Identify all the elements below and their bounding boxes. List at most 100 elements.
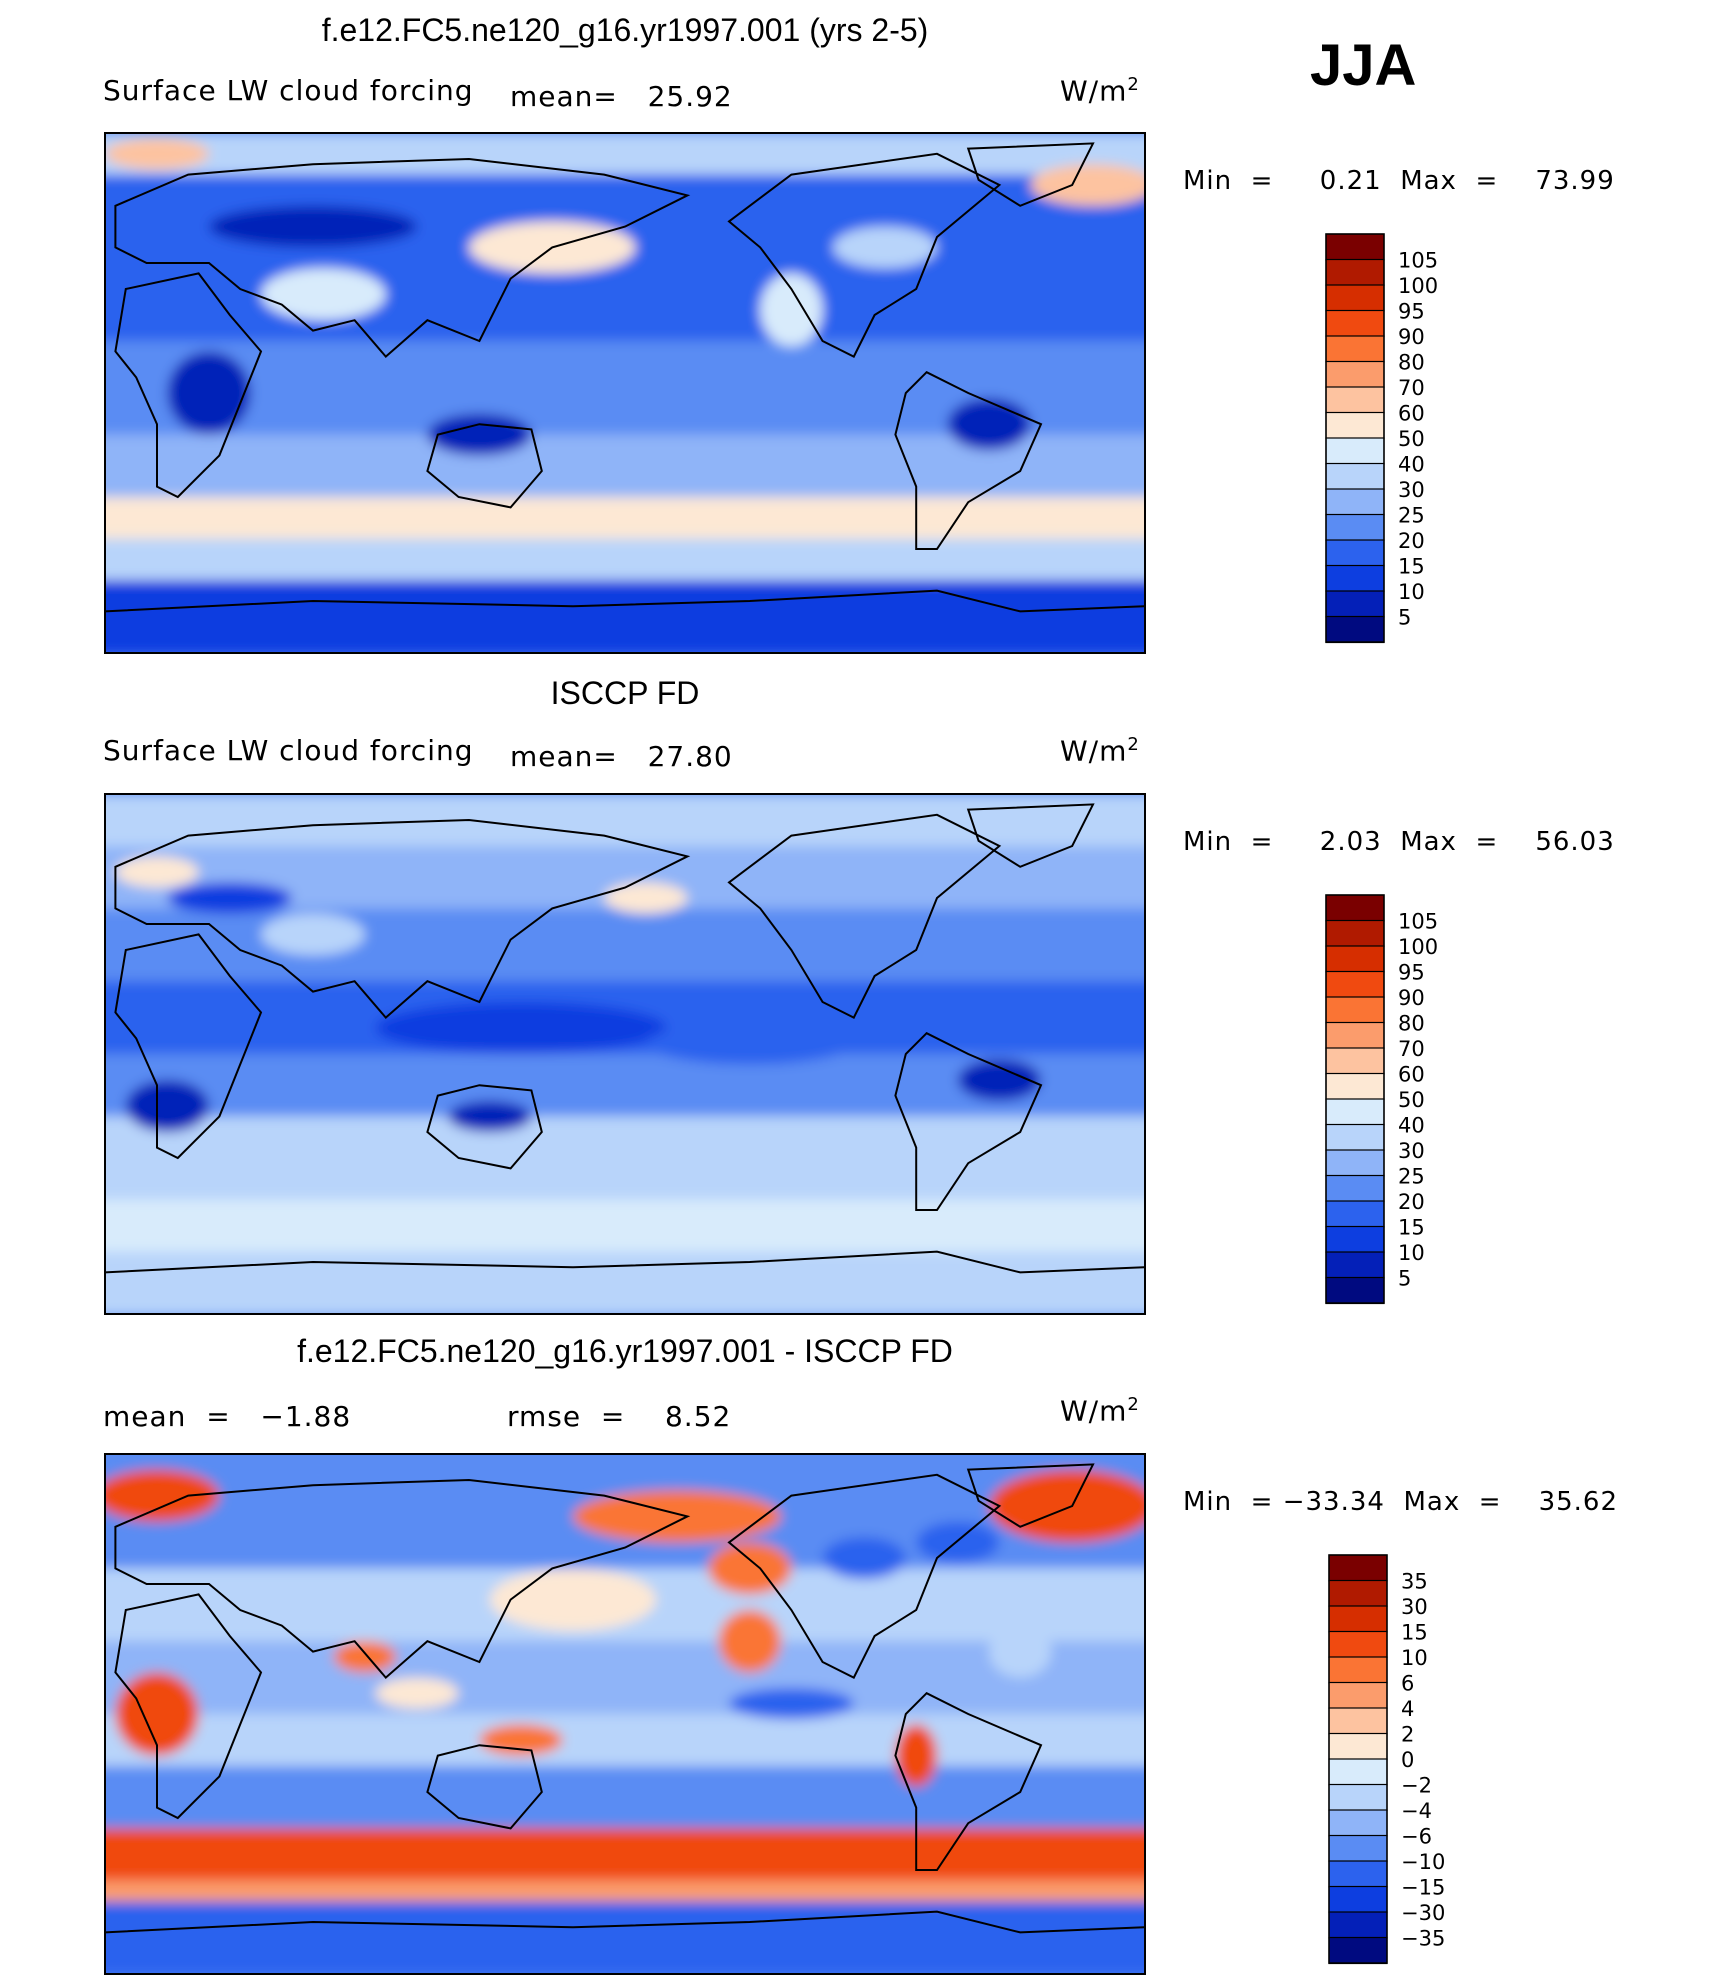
coastline-antarctica <box>105 589 1145 653</box>
colorbar-tick-label: 30 <box>1401 1595 1428 1619</box>
colorbar-tick-label: 100 <box>1398 274 1438 298</box>
colorbar-tick-label: 2 <box>1401 1723 1414 1747</box>
coastline-greenland <box>966 142 1095 207</box>
colorbar-tick-label: −2 <box>1401 1774 1432 1798</box>
colorbar-tick-label: 90 <box>1398 325 1425 349</box>
colorbar-tick-label: 50 <box>1398 1088 1425 1112</box>
colorbar-swatch <box>1325 284 1385 312</box>
panel-1-mean-label: mean= 25.92 <box>510 80 733 113</box>
contour-band <box>105 538 1145 583</box>
contour-region <box>895 1724 937 1787</box>
coastline-greenland <box>966 803 1095 868</box>
colorbar-swatch <box>1325 437 1385 465</box>
panel-1-variable-label: Surface LW cloud forcing <box>103 74 474 107</box>
colorbar-swatch <box>1328 1707 1388 1735</box>
colorbar-swatch <box>1325 564 1385 593</box>
map-frame <box>104 132 1146 654</box>
contour-region <box>604 882 688 914</box>
contour-region <box>957 1059 1041 1101</box>
panel-1-units: W/m2 <box>1060 74 1140 108</box>
colorbar-swatch <box>1325 894 1385 922</box>
contour-band <box>105 1641 1145 1716</box>
coastline-africa <box>114 272 263 499</box>
season-label: JJA <box>1310 33 1417 98</box>
panel-3-units: W/m2 <box>1060 1394 1140 1428</box>
contour-region <box>479 1724 563 1756</box>
contour-band <box>105 1714 1145 1768</box>
colorbar-tick-label: 20 <box>1398 529 1425 553</box>
map-panel-3 <box>105 1454 1145 1974</box>
coastline-greenland <box>966 1463 1095 1528</box>
colorbar-swatch <box>1328 1656 1388 1684</box>
contour-region <box>718 1610 781 1673</box>
colorbar-swatch <box>1325 1200 1385 1228</box>
contour-region <box>708 1542 792 1595</box>
contour-region <box>947 398 1031 451</box>
colorbar-tick-label: 35 <box>1401 1570 1428 1594</box>
contour-region <box>125 1080 209 1132</box>
colorbar-swatch <box>1325 309 1385 338</box>
panel-2-min-max: Min = 2.03 Max = 56.03 <box>1183 827 1615 857</box>
colorbar-swatch <box>1325 996 1385 1024</box>
panel-2-mean-label: mean= 27.80 <box>510 740 733 773</box>
coastline-australia <box>426 1084 543 1170</box>
colorbar-swatch <box>1328 1911 1388 1939</box>
coastlines <box>105 142 1145 653</box>
colorbar-swatch <box>1325 513 1385 542</box>
contour-region <box>333 1641 397 1673</box>
colorbar-tick-label: 60 <box>1398 402 1425 426</box>
colorbar-frame <box>1325 233 1385 643</box>
contour-region <box>645 1022 854 1065</box>
colorbar-tick-label: −35 <box>1401 1927 1445 1951</box>
colorbar-swatch <box>1325 1072 1385 1101</box>
colorbar-swatch <box>1328 1630 1388 1659</box>
colorbar-tick-label: 15 <box>1398 1216 1425 1240</box>
colorbar-tick-label: 10 <box>1398 1241 1425 1265</box>
coastline-australia <box>426 423 543 509</box>
colorbar-swatch <box>1325 919 1385 948</box>
contour-region <box>105 138 209 170</box>
contour-region <box>760 273 823 347</box>
colorbar-swatch <box>1325 411 1385 440</box>
colorbar-tick-label: 40 <box>1398 453 1425 477</box>
contour-region <box>375 1677 459 1709</box>
coastline-samerica <box>894 1691 1043 1871</box>
coastline-samerica <box>894 370 1043 550</box>
colorbar-tick-label: 25 <box>1398 504 1425 528</box>
colorbar-tick-label: 30 <box>1398 478 1425 502</box>
colorbar-tick-label: 80 <box>1398 1012 1425 1036</box>
coastline-samerica <box>894 1031 1043 1211</box>
coastline-namerica <box>727 813 1002 1019</box>
colorbar-tick-label: −30 <box>1401 1901 1445 1925</box>
map-panel-2 <box>105 794 1145 1314</box>
panel-2-variable-label: Surface LW cloud forcing <box>103 734 474 767</box>
contour-region <box>729 1688 854 1720</box>
colorbar-tick-label: −10 <box>1401 1850 1445 1874</box>
colorbar-swatch <box>1325 1047 1385 1075</box>
colorbar-tick-label: 15 <box>1401 1621 1428 1645</box>
contour-band <box>105 1199 1145 1254</box>
contour-region <box>989 1625 1052 1678</box>
colorbar-swatch <box>1328 1732 1388 1761</box>
colorbar-swatch <box>1325 1276 1385 1305</box>
colorbar-swatch <box>1325 945 1385 973</box>
contour-band <box>105 1251 1145 1314</box>
coastlines <box>105 803 1145 1314</box>
contour-region <box>427 413 532 456</box>
colorbar-tick-label: 105 <box>1398 249 1438 273</box>
colorbar-swatch <box>1328 1579 1388 1608</box>
colorbar-tick-label: 100 <box>1398 935 1438 959</box>
colorbar-swatch <box>1328 1936 1388 1965</box>
contour-region <box>115 856 199 888</box>
colorbar-swatch <box>1328 1758 1388 1786</box>
coastline-namerica <box>727 152 1002 358</box>
coastlines <box>105 1463 1145 1974</box>
colorbar-swatch <box>1325 233 1385 261</box>
panel-3-title: f.e12.FC5.ne120_g16.yr1997.001 - ISCCP F… <box>297 1333 953 1369</box>
contour-region <box>261 913 365 956</box>
colorbar-swatch <box>1325 1021 1385 1050</box>
coastline-australia <box>426 1744 543 1830</box>
colorbar-tick-label: 50 <box>1398 427 1425 451</box>
colorbar-swatch <box>1325 1174 1385 1203</box>
